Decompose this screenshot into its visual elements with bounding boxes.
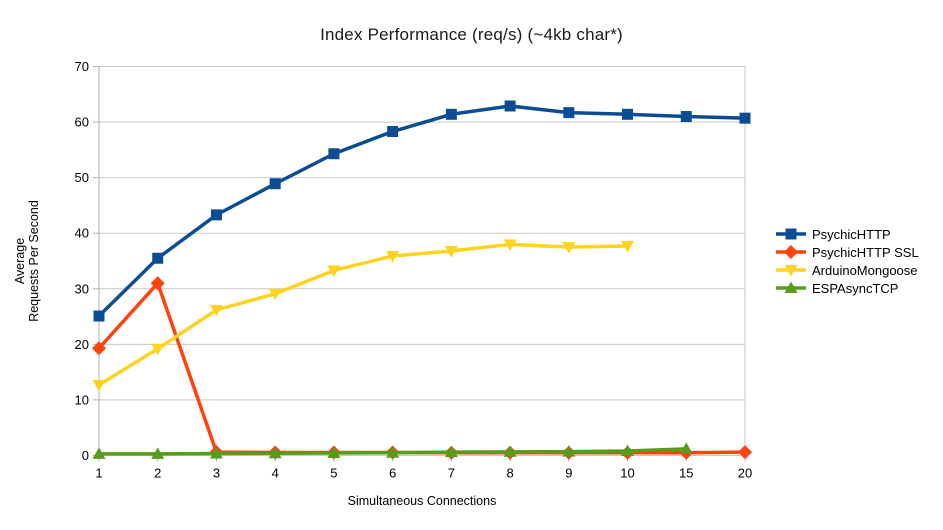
data-point-marker xyxy=(621,444,635,457)
series-psychichttp-ssl xyxy=(92,276,752,460)
series-psychichttp xyxy=(93,100,751,322)
legend: PsychicHTTP PsychicHTTP SSL ArduinoMongoos… xyxy=(775,225,919,297)
data-point-marker xyxy=(444,245,458,258)
x-tick-label: 5 xyxy=(330,466,337,481)
data-point-marker xyxy=(445,108,457,120)
data-point-marker xyxy=(151,343,165,356)
data-point-marker xyxy=(622,108,634,120)
y-tick-label: 70 xyxy=(75,59,89,74)
data-point-marker xyxy=(268,288,282,301)
data-point-marker xyxy=(92,447,106,459)
data-point-marker xyxy=(563,107,575,119)
legend-item-psychichttp: PsychicHTTP xyxy=(775,225,919,243)
data-point-marker xyxy=(210,209,222,221)
series-arduinomongoose xyxy=(92,239,635,392)
x-tick-label: 6 xyxy=(389,466,396,481)
series-line xyxy=(97,104,747,318)
data-point-marker xyxy=(503,445,517,457)
data-point-marker xyxy=(386,446,400,458)
legend-label: PsychicHTTP SSL xyxy=(812,244,919,260)
legend-item-arduinomongoose: ArduinoMongoose xyxy=(775,261,919,279)
data-point-marker xyxy=(269,178,281,190)
data-point-marker xyxy=(387,126,399,138)
series-espasynctcp xyxy=(92,442,693,459)
data-point-marker xyxy=(327,446,341,458)
data-point-marker xyxy=(562,242,576,254)
data-point-marker xyxy=(268,446,282,459)
triangle-down-legend-swatch-icon xyxy=(776,265,806,277)
data-point-marker xyxy=(680,111,692,123)
data-point-marker xyxy=(150,276,165,291)
legend-label: PsychicHTTP xyxy=(812,226,891,242)
legend-item-espasynctcp: ESPAsyncTCP xyxy=(775,279,919,297)
y-tick-label: 20 xyxy=(75,337,89,352)
y-tick-label: 10 xyxy=(75,392,89,407)
data-point-marker xyxy=(679,442,693,454)
data-point-marker xyxy=(93,310,105,322)
y-tick-label: 30 xyxy=(75,281,89,296)
data-point-marker xyxy=(209,447,223,459)
data-point-marker xyxy=(739,112,751,124)
series-line xyxy=(97,281,747,455)
data-point-marker xyxy=(503,239,517,251)
data-point-marker xyxy=(209,304,223,317)
data-point-marker xyxy=(92,341,106,356)
data-point-marker xyxy=(151,447,165,459)
y-tick-label: 60 xyxy=(75,115,89,130)
data-point-marker xyxy=(504,100,516,112)
x-tick-label: 2 xyxy=(154,466,161,481)
data-point-marker xyxy=(152,252,164,264)
legend-item-psychichttp-ssl: PsychicHTTP SSL xyxy=(775,243,919,261)
y-tick-label: 40 xyxy=(75,226,89,241)
data-point-marker xyxy=(386,250,400,263)
x-tick-label: 15 xyxy=(679,466,693,481)
y-axis-title: Average Requests Per Second xyxy=(13,200,41,322)
diamond-legend-swatch-icon xyxy=(776,245,806,259)
data-point-marker xyxy=(621,240,635,253)
x-tick-label: 7 xyxy=(448,466,455,481)
legend-label: ArduinoMongoose xyxy=(812,262,918,278)
x-tick-label: 1 xyxy=(95,466,102,481)
data-point-marker xyxy=(327,265,341,277)
legend-label: ESPAsyncTCP xyxy=(812,280,899,296)
x-tick-label: 9 xyxy=(565,466,572,481)
series-line xyxy=(97,242,630,387)
y-axis-title-line1: Average xyxy=(13,237,27,285)
x-tick-label: 4 xyxy=(272,466,279,481)
y-tick-label: 50 xyxy=(75,170,89,185)
y-axis-title-line2: Requests Per Second xyxy=(27,200,41,322)
x-tick-label: 20 xyxy=(738,466,752,481)
chart-title: Index Performance (req/s) (~4kb char*) xyxy=(320,25,623,44)
x-tick-label: 3 xyxy=(213,466,220,481)
y-tick-label: 0 xyxy=(82,448,89,463)
data-point-marker xyxy=(562,445,576,457)
x-tick-label: 10 xyxy=(620,466,634,481)
data-point-marker xyxy=(328,148,340,160)
x-tick-label: 8 xyxy=(506,466,513,481)
data-point-marker xyxy=(92,379,106,392)
triangle-up-legend-swatch-icon xyxy=(776,281,806,293)
data-point-marker xyxy=(444,445,458,458)
data-point-marker xyxy=(738,445,752,460)
x-axis-title: Simultaneous Connections xyxy=(347,494,497,508)
square-legend-swatch-icon xyxy=(776,228,806,240)
